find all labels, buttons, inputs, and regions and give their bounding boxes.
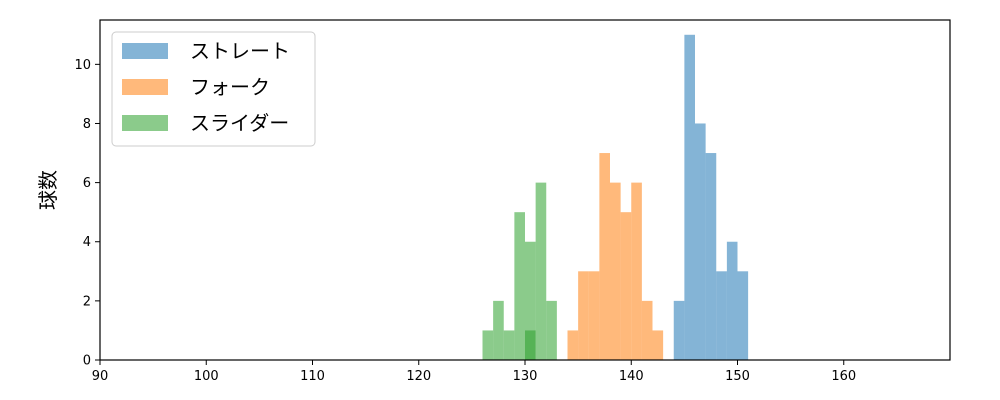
bar-1-5 bbox=[620, 212, 632, 360]
bar-2-1 bbox=[493, 300, 504, 360]
bar-1-8 bbox=[652, 330, 664, 360]
bar-1-2 bbox=[588, 271, 600, 360]
x-axis: 90 100 110 120 130 140 150 160 bbox=[92, 360, 856, 384]
y-axis-label: 球数 bbox=[36, 170, 60, 210]
legend-label-2: スライダー bbox=[190, 111, 289, 135]
x-tick-label-4: 130 bbox=[513, 369, 538, 384]
x-tick-label-0: 90 bbox=[92, 369, 109, 384]
bar-0-0 bbox=[673, 300, 685, 360]
bar-1-6 bbox=[631, 182, 642, 360]
bar-2-3 bbox=[514, 212, 525, 360]
bar-2-6 bbox=[546, 300, 557, 360]
bar-2-7 bbox=[525, 330, 536, 360]
legend-label-0: ストレート bbox=[190, 39, 290, 63]
y-tick-label-0: 0 bbox=[83, 354, 91, 369]
bars-layer bbox=[482, 34, 749, 361]
y-tick-label-2: 4 bbox=[83, 235, 91, 250]
bar-0-5 bbox=[726, 241, 738, 360]
legend-label-1: フォーク bbox=[190, 75, 270, 99]
x-tick-label-1: 100 bbox=[194, 369, 219, 384]
bar-0-2 bbox=[695, 123, 706, 360]
bar-0-4 bbox=[716, 271, 727, 360]
bar-0-3 bbox=[705, 153, 717, 360]
bar-0-6 bbox=[737, 271, 749, 360]
x-tick-label-7: 160 bbox=[831, 369, 856, 384]
y-tick-label-4: 8 bbox=[83, 117, 91, 132]
legend-swatch-0 bbox=[122, 43, 168, 59]
x-tick-label-3: 120 bbox=[406, 369, 431, 384]
bar-1-7 bbox=[641, 300, 653, 360]
bar-2-2 bbox=[503, 330, 515, 360]
y-tick-label-3: 6 bbox=[83, 176, 91, 191]
bar-1-1 bbox=[578, 271, 589, 360]
x-tick-label-2: 110 bbox=[300, 369, 325, 384]
x-tick-label-6: 150 bbox=[725, 369, 750, 384]
bar-0-1 bbox=[684, 34, 695, 361]
legend-swatch-1 bbox=[122, 79, 168, 95]
x-tick-label-5: 140 bbox=[619, 369, 644, 384]
bar-2-0 bbox=[482, 330, 494, 360]
legend-swatch-2 bbox=[122, 115, 168, 131]
y-tick-label-5: 10 bbox=[74, 58, 91, 73]
y-axis: 0 2 4 6 8 10 bbox=[74, 58, 100, 369]
y-tick-label-1: 2 bbox=[83, 294, 91, 309]
bar-1-0 bbox=[567, 330, 579, 360]
bar-1-3 bbox=[599, 153, 610, 360]
bar-2-4 bbox=[525, 241, 536, 360]
bar-1-4 bbox=[610, 182, 621, 360]
bar-2-5 bbox=[535, 182, 547, 360]
legend: ストレート フォーク スライダー bbox=[111, 31, 316, 147]
